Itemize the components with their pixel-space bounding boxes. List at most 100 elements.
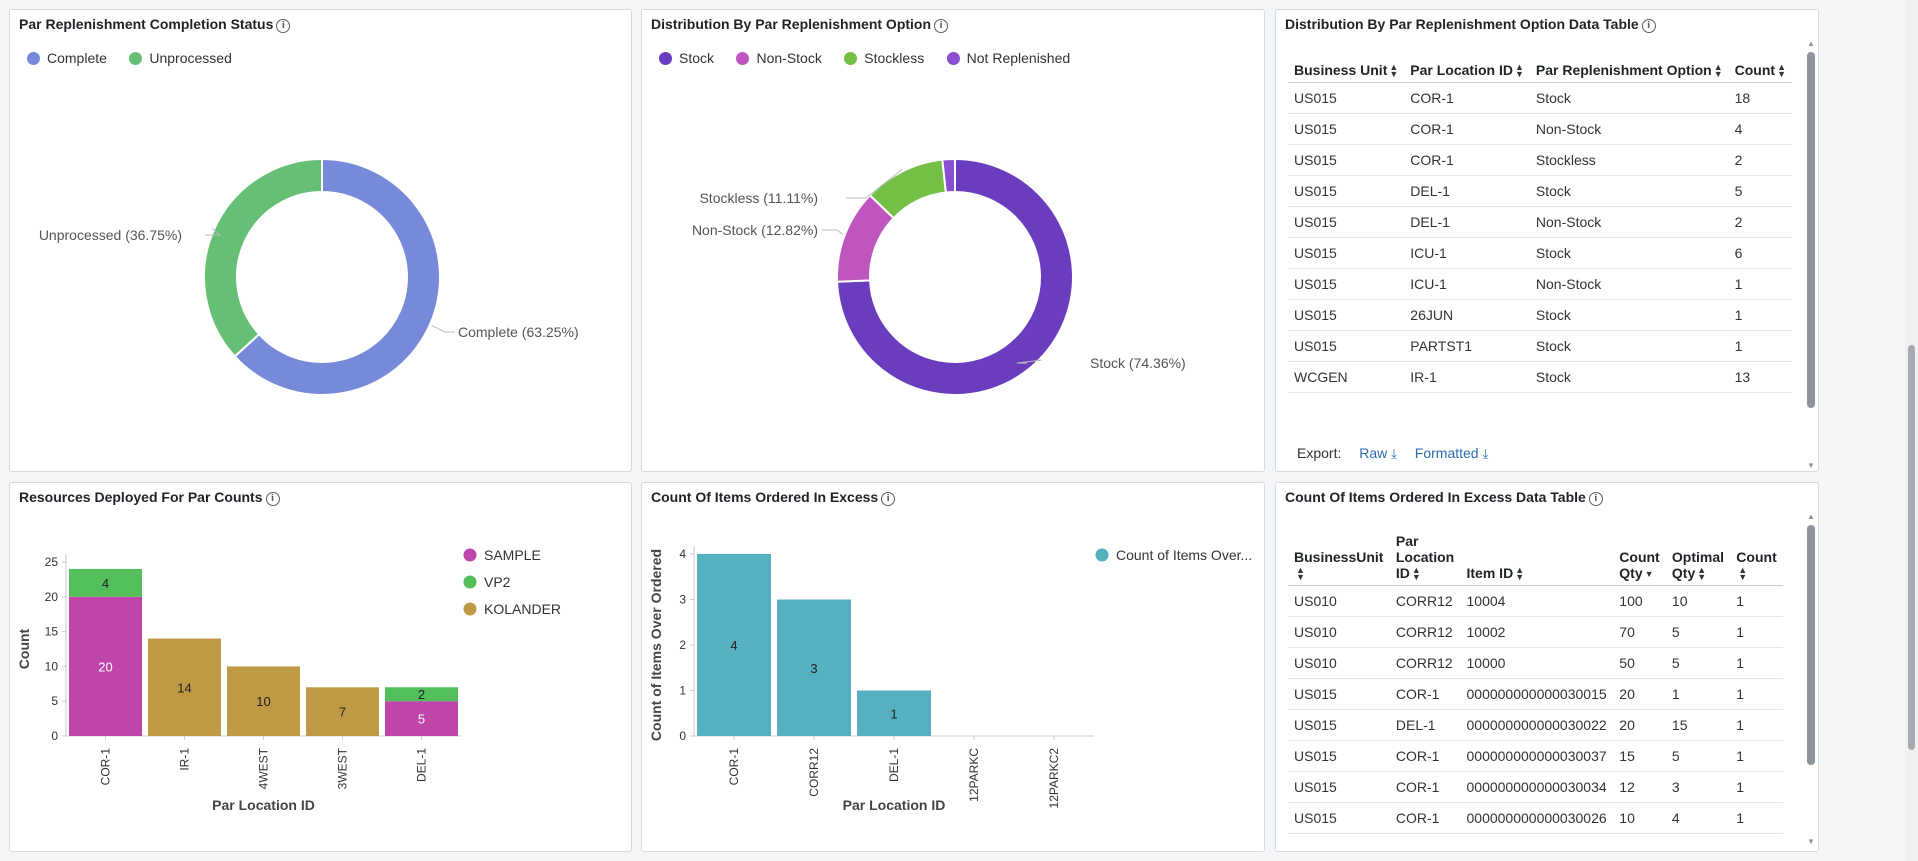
bar-kolander-4west[interactable] [227, 666, 300, 736]
panel-excess-table: Count Of Items Ordered In Excess Data Ta… [1275, 482, 1819, 852]
table-cell: US015 [1288, 144, 1405, 177]
legend-swatch [659, 51, 672, 65]
table-row[interactable]: US015 DEL-1 000000000000030022 20 15 1 [1288, 709, 1783, 742]
scrollbar-thumb[interactable] [1807, 525, 1815, 765]
table-row[interactable]: US015 26JUN Stock 1 [1288, 299, 1792, 332]
x-tick-label: 3WEST [336, 747, 350, 789]
scroll-down-arrow[interactable]: ▼ [1807, 461, 1815, 470]
completion-donut-chart: Complete (63.25%) Unprocessed (36.75%) [39, 157, 579, 396]
y-tick-label: 3 [679, 593, 686, 607]
bar-vp2-cor-1[interactable] [69, 568, 142, 597]
export-raw-link[interactable]: Raw ⤓ [1359, 445, 1397, 461]
pie-slice-not-replenished[interactable] [941, 157, 956, 194]
bar-count-of-items-over-corr12[interactable] [777, 599, 851, 737]
bar-kolander-ir-1[interactable] [148, 638, 221, 736]
info-icon[interactable]: i [881, 492, 896, 506]
legend-item-kolander[interactable]: KOLANDER [463, 601, 562, 617]
export-formatted-link[interactable]: Formatted ⤓ [1414, 445, 1489, 461]
table-row[interactable]: US015 COR-1 000000000000030034 12 3 1 [1288, 771, 1783, 804]
table-row[interactable]: US015 DEL-1 Non-Stock 2 [1288, 206, 1792, 239]
legend-item-not-replenished[interactable]: Not Replenished [946, 50, 1070, 66]
column-header-replenishment-option[interactable]: Par Replenishment Option ▲ ▼ [1529, 58, 1729, 84]
pie-slice-complete[interactable] [233, 157, 441, 396]
table-row[interactable]: US015 COR-1 Stock 18 [1288, 82, 1792, 115]
sort-icon[interactable]: ▲ ▼ [1296, 565, 1305, 583]
legend-swatch [736, 51, 750, 65]
bar-data-label: 5 [418, 712, 425, 727]
sort-icon[interactable]: ▲ ▼ [1697, 565, 1707, 583]
legend-item-non-stock[interactable]: Non-Stock [736, 50, 822, 66]
sort-icon[interactable]: ▲ ▼ [1713, 62, 1723, 80]
table-row[interactable]: US015 ICU-1 Stock 6 [1288, 237, 1792, 270]
scrollbar-thumb[interactable] [1807, 52, 1815, 408]
legend-item-vp2[interactable]: VP2 [463, 574, 511, 590]
bar-count-of-items-over-cor-1[interactable] [697, 554, 771, 736]
sort-icon[interactable]: ▲ ▼ [1389, 62, 1399, 80]
bar-kolander-3west[interactable] [306, 687, 379, 736]
pie-slice-unprocessed[interactable] [203, 157, 323, 358]
legend-item-stock[interactable]: Stock [659, 50, 714, 66]
table-row[interactable]: US015 ICU-1 Non-Stock 1 [1288, 268, 1792, 301]
info-icon[interactable]: i [276, 19, 291, 33]
legend-label: Non-Stock [756, 50, 822, 66]
table-row[interactable]: US015 PARTST1 Stock 1 [1288, 330, 1792, 363]
column-header-business-unit[interactable]: Business Unit ▲ ▼ [1288, 58, 1405, 84]
page-scrollbar-thumb[interactable] [1908, 345, 1915, 750]
sort-icon[interactable]: ▲ ▼ [1411, 565, 1421, 583]
info-icon[interactable]: i [934, 19, 949, 33]
table-cell: 10004 [1460, 585, 1614, 618]
sort-icon[interactable]: ▲ ▼ [1515, 565, 1525, 583]
column-header-item-id[interactable]: Item ID ▲ ▼ [1460, 529, 1614, 587]
bar-vp2-del-1[interactable] [385, 687, 458, 702]
distribution-data-table: Business Unit ▲ ▼ Par Location ID ▲ ▼ Par Re… [1288, 58, 1792, 394]
sort-icon[interactable]: ▲ ▼ [1777, 62, 1786, 80]
table-row[interactable]: US015 COR-1 Stockless 2 [1288, 144, 1792, 177]
slice-label: Stock (74.36%) [1090, 355, 1186, 371]
sort-icon[interactable]: ▲ ▼ [1514, 62, 1524, 80]
pie-slice-stock[interactable] [836, 157, 1074, 396]
legend-item-stockless[interactable]: Stockless [844, 50, 924, 66]
legend-item-complete[interactable]: Complete [27, 50, 107, 66]
scroll-down-arrow[interactable]: ▼ [1807, 837, 1815, 846]
table-row[interactable]: US010 CORR12 10004 100 10 1 [1288, 585, 1783, 618]
column-header-par-location-id[interactable]: Par Location ID ▲ ▼ [1404, 58, 1530, 84]
table-row[interactable]: US010 CORR12 10002 70 5 1 [1288, 616, 1783, 649]
table-row[interactable]: US015 COR-1 000000000000030037 15 5 1 [1288, 740, 1783, 773]
table-cell: IR-1 [1404, 361, 1530, 394]
legend-item-unprocessed[interactable]: Unprocessed [129, 50, 232, 66]
bar-sample-del-1[interactable] [385, 701, 458, 736]
scroll-up-arrow[interactable]: ▲ [1807, 512, 1815, 521]
slice-label-line [431, 325, 455, 333]
table-row[interactable]: US015 COR-1 000000000000030015 20 1 1 [1288, 678, 1783, 711]
table-row[interactable]: WCGEN IR-1 Stock 13 [1288, 361, 1792, 394]
sort-icon[interactable]: ▲ ▼ [1738, 565, 1748, 583]
column-header-count[interactable]: Count ▲ ▼ [1728, 58, 1792, 84]
bar-sample-cor-1[interactable] [69, 596, 142, 736]
table-cell: 70 [1613, 616, 1666, 649]
table-cell: US015 [1288, 82, 1405, 115]
legend-swatch [27, 51, 40, 65]
table-scrollbar[interactable] [1807, 525, 1815, 765]
info-icon[interactable]: i [265, 492, 280, 506]
legend-item-sample[interactable]: SAMPLE [463, 547, 541, 563]
info-icon[interactable]: i [1588, 492, 1603, 506]
table-row[interactable]: US015 COR-1 000000000000030026 10 4 1 [1288, 802, 1783, 835]
column-header-businessunit[interactable]: BusinessUnit ▲ ▼ [1288, 529, 1390, 587]
column-header-count-qty[interactable]: Count Qty ▼ [1613, 529, 1666, 587]
scroll-up-arrow[interactable]: ▲ [1807, 39, 1815, 48]
table-cell: 000000000000030022 [1460, 709, 1614, 742]
column-header-count[interactable]: Count ▲ ▼ [1730, 529, 1783, 587]
column-header-par-location-id[interactable]: Par Location ID ▲ ▼ [1389, 529, 1461, 587]
x-tick-label: COR-1 [99, 748, 113, 786]
info-icon[interactable]: i [1641, 19, 1656, 33]
legend-item-count-of-items-over[interactable]: Count of Items Over... [1095, 547, 1253, 563]
column-header-label: ID [1395, 565, 1410, 581]
bar-count-of-items-over-del-1[interactable] [857, 690, 931, 737]
table-scrollbar[interactable] [1807, 52, 1815, 408]
table-row[interactable]: US015 DEL-1 Stock 5 [1288, 175, 1792, 208]
page-scrollbar[interactable] [1905, 0, 1918, 861]
sort-icon[interactable]: ▼ [1644, 569, 1654, 580]
table-row[interactable]: US015 COR-1 Non-Stock 4 [1288, 113, 1792, 146]
table-row[interactable]: US010 CORR12 10000 50 5 1 [1288, 647, 1783, 680]
column-header-optimal-qty[interactable]: Optimal Qty ▲ ▼ [1665, 529, 1731, 587]
